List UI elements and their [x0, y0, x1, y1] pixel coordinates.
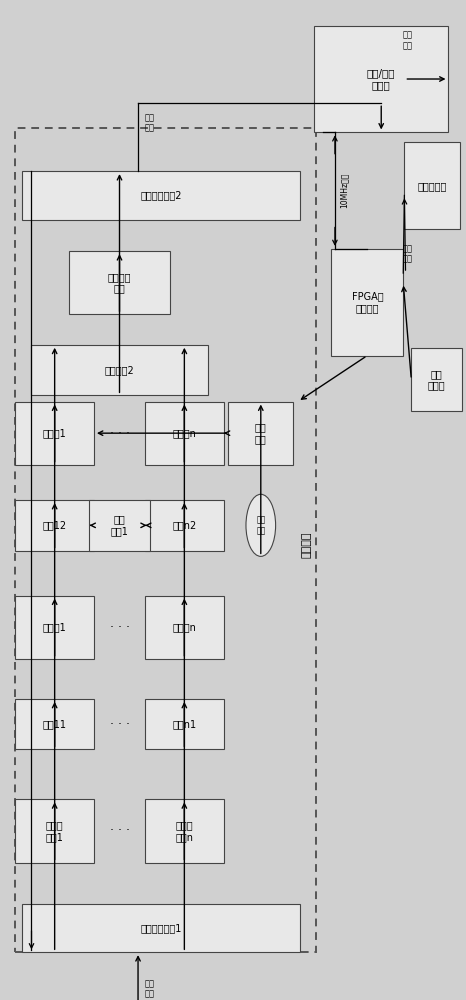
Bar: [89, 500, 150, 551]
Bar: [15, 596, 94, 659]
Text: · · ·: · · ·: [110, 427, 130, 440]
Bar: [15, 799, 94, 863]
Text: 扩频装置: 扩频装置: [301, 531, 311, 558]
Bar: [15, 128, 316, 952]
Text: 信号/频谱
分析仪: 信号/频谱 分析仪: [367, 68, 396, 90]
Text: 外控计算机: 外控计算机: [418, 181, 447, 191]
Text: 开关
组件1: 开关 组件1: [110, 515, 129, 536]
Text: 开关n2: 开关n2: [172, 520, 197, 530]
Text: 射频
输入: 射频 输入: [145, 979, 155, 999]
Bar: [15, 500, 94, 551]
Text: 开关11: 开关11: [43, 719, 67, 729]
Text: 射频
输入: 射频 输入: [145, 113, 155, 132]
Text: 开关双工组件2: 开关双工组件2: [140, 190, 182, 200]
Bar: [69, 251, 171, 314]
Text: 放大器n: 放大器n: [172, 622, 196, 632]
Text: · · ·: · · ·: [110, 718, 130, 731]
Bar: [228, 402, 293, 465]
Bar: [32, 345, 207, 395]
Text: 混频器n: 混频器n: [172, 428, 196, 438]
Bar: [22, 171, 300, 220]
Bar: [145, 500, 224, 551]
Text: 控制
信号: 控制 信号: [403, 30, 412, 50]
Bar: [404, 142, 460, 229]
Text: 混频器1: 混频器1: [43, 428, 67, 438]
Text: 开关双工组件1: 开关双工组件1: [141, 923, 182, 933]
Bar: [15, 402, 94, 465]
Text: 开关n1: 开关n1: [172, 719, 197, 729]
Bar: [331, 249, 403, 356]
Circle shape: [246, 494, 275, 556]
Bar: [145, 402, 224, 465]
Bar: [145, 699, 224, 749]
Text: 带通滤
波器n: 带通滤 波器n: [175, 820, 193, 842]
Bar: [411, 348, 462, 411]
Bar: [314, 26, 448, 132]
Text: 倍频
组件: 倍频 组件: [255, 422, 267, 444]
Text: 开关组件2: 开关组件2: [105, 365, 134, 375]
Text: 点频
本振: 点频 本振: [256, 516, 266, 535]
Text: 10MHz参考: 10MHz参考: [340, 173, 349, 208]
Text: 开关12: 开关12: [42, 520, 67, 530]
Text: · · ·: · · ·: [110, 621, 130, 634]
Text: 带通滤
波器1: 带通滤 波器1: [46, 820, 63, 842]
Bar: [145, 596, 224, 659]
Text: 中频滤波
放大: 中频滤波 放大: [108, 272, 131, 294]
Bar: [145, 799, 224, 863]
Text: 放大器1: 放大器1: [43, 622, 67, 632]
Text: FPGA及
控制电路: FPGA及 控制电路: [351, 291, 383, 313]
Bar: [22, 904, 300, 952]
Text: · · ·: · · ·: [110, 824, 130, 837]
Text: 电源
适配器: 电源 适配器: [428, 369, 445, 391]
Text: 控制
信号: 控制 信号: [403, 244, 412, 263]
Bar: [15, 699, 94, 749]
